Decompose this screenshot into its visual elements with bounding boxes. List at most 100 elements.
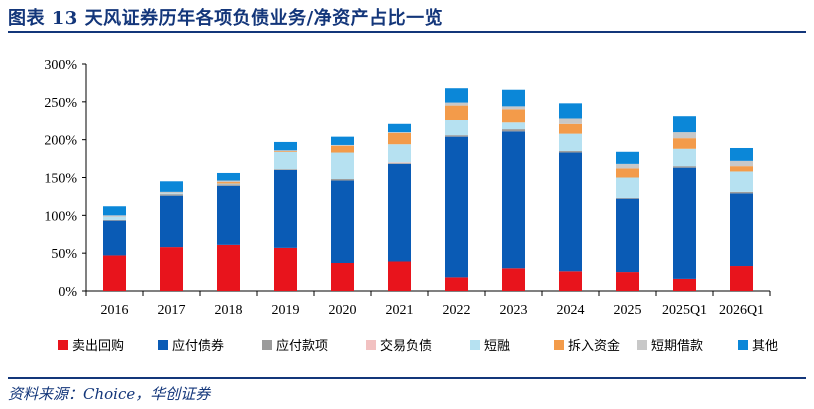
legend-swatch — [158, 340, 168, 350]
bar-segment-1 — [217, 244, 240, 291]
bar-segment-5 — [445, 119, 468, 136]
x-tick-label: 2019 — [272, 303, 300, 318]
title-rule — [8, 31, 806, 33]
bar-segment-3 — [730, 191, 753, 194]
y-tick-label: 50% — [51, 247, 77, 262]
x-tick-label: 2017 — [158, 303, 186, 318]
bar-segment-7 — [274, 150, 297, 152]
bar-segment-5 — [559, 133, 582, 152]
legend-label: 短期借款 — [651, 339, 703, 354]
bar-segment-5 — [388, 144, 411, 163]
legend-swatch — [637, 340, 647, 350]
source-rule — [8, 377, 806, 379]
bar-segment-6 — [274, 151, 297, 152]
x-tick-label: 2021 — [386, 303, 414, 318]
bar-segment-2 — [445, 136, 468, 278]
legend-label: 短融 — [484, 339, 510, 354]
bar-segment-2 — [730, 193, 753, 267]
bar-segment-7 — [103, 215, 126, 217]
bar-segment-7 — [217, 180, 240, 183]
bar-segment-1 — [331, 263, 354, 291]
bar-segment-7 — [673, 132, 696, 139]
legend-swatch — [738, 340, 748, 350]
y-tick-label: 150% — [44, 172, 77, 187]
bar-segment-3 — [160, 194, 183, 196]
legend-label: 交易负债 — [380, 338, 432, 354]
bar-segment-6 — [730, 166, 753, 172]
bar-segment-3 — [559, 151, 582, 153]
bar-segment-5 — [160, 193, 183, 195]
bar-segment-8 — [445, 88, 468, 103]
y-tick-label: 200% — [44, 134, 77, 149]
bar-segment-3 — [388, 163, 411, 164]
x-tick-label: 2018 — [215, 303, 243, 318]
x-tick-label: 2022 — [443, 303, 471, 318]
legend-swatch — [262, 340, 272, 350]
bar-segment-7 — [616, 163, 639, 169]
bar-segment-1 — [502, 268, 525, 291]
bar-segment-8 — [331, 136, 354, 145]
chart-title: 图表 13 天风证券历年各项负债业务/净资产占比一览 — [8, 8, 444, 29]
y-tick-label: 300% — [44, 58, 77, 73]
bar-segment-8 — [673, 116, 696, 133]
legend-label: 拆入资金 — [568, 338, 620, 354]
bar-segment-8 — [274, 141, 297, 151]
bar-segment-8 — [502, 89, 525, 107]
y-tick-label: 250% — [44, 96, 77, 111]
bar-segment-1 — [388, 261, 411, 291]
bar-segment-5 — [331, 152, 354, 180]
bar-segment-2 — [388, 163, 411, 262]
bar-segment-5 — [217, 183, 240, 185]
x-tick-label: 2023 — [500, 303, 528, 318]
bar-segment-2 — [274, 169, 297, 248]
bar-segment-5 — [673, 148, 696, 167]
x-tick-label: 2025Q1 — [662, 303, 707, 318]
bar-segment-2 — [616, 198, 639, 273]
x-tick-label: 2024 — [557, 303, 585, 318]
bar-segment-7 — [331, 144, 354, 146]
bar-segment-6 — [559, 123, 582, 134]
axes — [82, 63, 771, 296]
tick-labels: 0% 50% 100% 150% 200% 250% 300% 2016 2017 2018 201… — [44, 58, 764, 318]
bar-segment-1 — [616, 272, 639, 291]
bar-segment-8 — [217, 172, 240, 181]
legend-label: 卖出回购 — [72, 338, 124, 354]
bar-segment-7 — [730, 160, 753, 167]
legend-swatch — [554, 340, 564, 350]
bar-segment-2 — [502, 131, 525, 269]
bar-segment-2 — [559, 152, 582, 272]
bar-segment-1 — [559, 271, 582, 291]
bar-segment-2 — [160, 195, 183, 248]
bar-segment-4 — [388, 162, 411, 164]
bar-segment-7 — [559, 118, 582, 124]
bar-segment-7 — [445, 102, 468, 106]
legend-swatch — [366, 340, 376, 350]
bar-segment-5 — [616, 177, 639, 198]
legend-swatch — [58, 340, 68, 350]
bar-segment-8 — [388, 123, 411, 133]
bar-segment-5 — [274, 151, 297, 170]
bar-segment-3 — [274, 169, 297, 170]
x-tick-label: 2016 — [101, 303, 129, 318]
bar-segment-2 — [217, 185, 240, 245]
bar-segment-7 — [388, 132, 411, 133]
bar-segment-6 — [616, 168, 639, 178]
x-tick-label: 2026Q1 — [719, 303, 764, 318]
bar-segment-1 — [103, 255, 126, 291]
bar-segment-1 — [673, 278, 696, 291]
bar-segment-6 — [502, 109, 525, 123]
bar-segment-5 — [730, 171, 753, 192]
bar-segment-2 — [103, 220, 126, 256]
bar-segment-3 — [217, 184, 240, 186]
bars — [103, 88, 753, 291]
bar-segment-3 — [103, 219, 126, 221]
legend-label: 应付款项 — [276, 338, 328, 354]
bar-segment-3 — [616, 197, 639, 199]
bar-segment-5 — [103, 216, 126, 220]
y-tick-label: 0% — [58, 285, 77, 300]
legend: 卖出回购 应付债券 应付款项 交易负债 短融 拆入资金 短期借款 其他 — [58, 338, 778, 354]
bar-segment-8 — [616, 151, 639, 164]
legend-label: 应付债券 — [172, 338, 224, 354]
bar-segment-5 — [502, 122, 525, 130]
bar-segment-6 — [673, 138, 696, 149]
